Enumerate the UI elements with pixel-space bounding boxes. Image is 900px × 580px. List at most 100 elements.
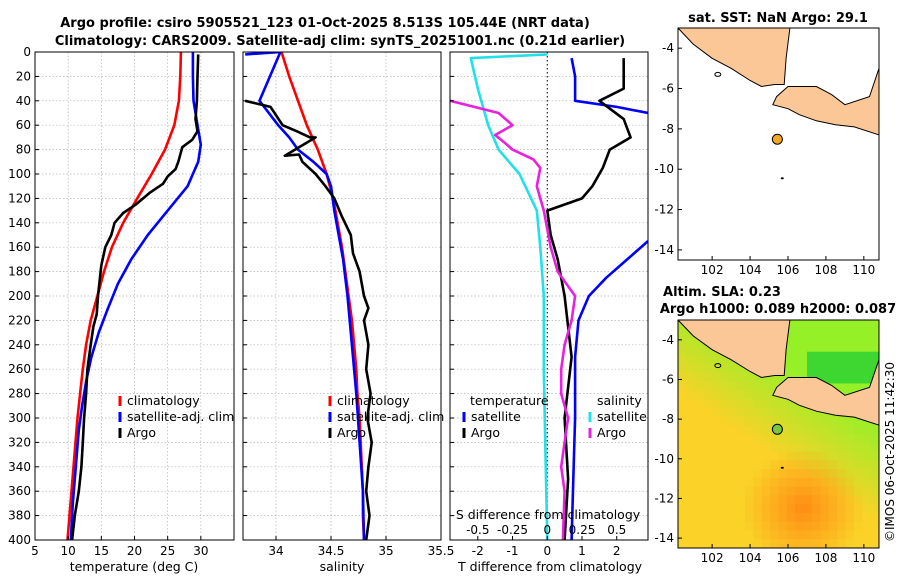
sla-cell: [845, 512, 855, 523]
sla-cell: [728, 425, 738, 435]
sla-cell: [778, 469, 788, 479]
sla-cell: [711, 355, 721, 365]
y-tick-label: 360: [8, 484, 31, 498]
map-x-tick-label: 108: [814, 263, 837, 277]
sla-cell: [853, 337, 863, 347]
sla-cell: [753, 530, 763, 540]
sla-cell: [812, 477, 821, 488]
difference-legend: temperature satellite Argo salinity sate…: [462, 393, 647, 440]
sla-cell: [828, 320, 838, 330]
map-y-tick-label: -8: [662, 412, 674, 426]
sla-cell: [828, 451, 838, 461]
sla-cell: [678, 372, 687, 382]
map-frame: [677, 319, 880, 549]
sla-cell: [795, 530, 805, 540]
legend-label-t-satellite: satellite: [471, 409, 521, 424]
sla-cell: [862, 337, 872, 347]
sla-cell: [778, 495, 788, 505]
sla-cell: [694, 363, 704, 374]
sla-cell: [753, 477, 763, 488]
sla-cell: [753, 512, 763, 523]
sla-cell: [837, 495, 847, 505]
sla-cell: [853, 469, 863, 479]
sla-cell: [828, 504, 838, 514]
sla-cell: [761, 372, 771, 382]
sla-cell: [694, 539, 704, 548]
sla-cell: [795, 337, 805, 347]
sla-cell: [736, 530, 746, 540]
sla-cell: [795, 539, 805, 548]
sla-cell: [694, 442, 704, 453]
sla-cell: [728, 416, 738, 426]
sla-cell: [828, 434, 838, 444]
map-y-tick-label: -6: [662, 82, 674, 96]
sla-cell: [786, 434, 796, 444]
sla-cell: [703, 460, 713, 470]
sla-cell: [745, 504, 754, 514]
x-top-tick-label: 0.5: [607, 523, 626, 537]
sla-cell: [711, 425, 721, 435]
sla-cell: [736, 469, 746, 479]
sla-cell: [853, 416, 863, 426]
y-tick-label: 320: [8, 435, 31, 449]
sla-cell: [770, 477, 780, 488]
sla-cell: [870, 442, 879, 453]
sla-cell: [862, 320, 872, 330]
sla-cell: [853, 486, 863, 496]
sla-cell: [870, 539, 879, 548]
sla-cell: [770, 398, 780, 409]
sla-cell: [736, 460, 746, 470]
sla-cell: [870, 521, 879, 532]
sla-cell: [719, 460, 729, 470]
sla-cell: [761, 469, 771, 479]
sla-cell: [719, 416, 729, 426]
sla-cell: [837, 337, 847, 347]
sla-cell: [686, 355, 696, 365]
sla-cell: [795, 355, 805, 365]
sla-cell: [795, 363, 805, 374]
sla-cell: [770, 460, 780, 470]
sla-cell: [828, 416, 838, 426]
sla-cell: [686, 486, 696, 496]
sla-cell: [686, 398, 696, 409]
sla-cell: [778, 504, 788, 514]
sla-cell: [678, 398, 687, 409]
legend-heading-temperature: temperature: [470, 393, 549, 408]
sla-cell: [761, 477, 771, 488]
x-tick-label: 35: [378, 544, 393, 558]
sla-cell: [678, 381, 687, 391]
sla-cell: [703, 521, 713, 532]
sla-cell: [761, 521, 771, 532]
sla-cell: [820, 539, 830, 548]
sla-cell: [803, 425, 813, 435]
sla-cell: [703, 539, 713, 548]
sla-cell: [786, 486, 796, 496]
sla-cell: [761, 512, 771, 523]
sla-cell: [870, 469, 879, 479]
sla-cell: [812, 442, 821, 453]
sla-cell: [736, 381, 746, 391]
sla-cell: [703, 434, 713, 444]
sla-cell: [736, 425, 746, 435]
sla-cell: [703, 416, 713, 426]
sla-cell: [703, 451, 713, 461]
sla-cell: [711, 486, 721, 496]
sla-cell: [694, 398, 704, 409]
sla-cell: [828, 460, 838, 470]
sla-cell: [728, 504, 738, 514]
sla-cell: [853, 320, 863, 330]
sla-cell: [678, 521, 687, 532]
sla-cell: [795, 512, 805, 523]
sla-cell: [728, 442, 738, 453]
sla-cell: [686, 442, 696, 453]
sla-cell: [736, 512, 746, 523]
sla-cell: [853, 434, 863, 444]
sla-cell: [778, 398, 788, 409]
sla-cell: [820, 346, 830, 356]
sla-cell: [745, 539, 754, 548]
x-tick-label: 0: [543, 544, 551, 558]
sla-cell: [745, 486, 754, 496]
sla-cell: [719, 539, 729, 548]
sla-cell: [803, 539, 813, 548]
map-x-tick-label: 110: [852, 263, 875, 277]
